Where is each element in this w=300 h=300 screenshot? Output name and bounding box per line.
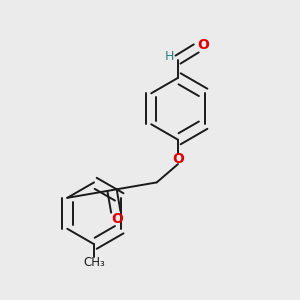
Text: H: H	[164, 50, 174, 63]
Text: O: O	[111, 212, 123, 226]
Text: CH₃: CH₃	[83, 256, 105, 269]
Text: O: O	[198, 38, 209, 52]
Text: O: O	[172, 152, 184, 166]
